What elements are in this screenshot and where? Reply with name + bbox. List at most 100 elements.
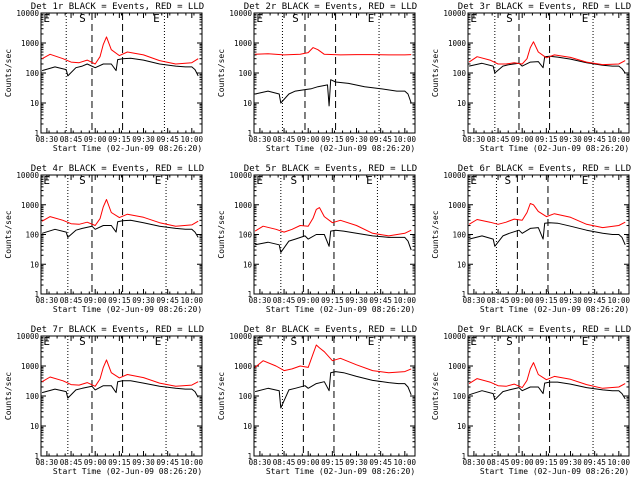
- y-axis-label: Counts/sec: [217, 372, 226, 420]
- x-tick-label: 09:45: [583, 296, 606, 305]
- panel-title: Det 6r BLACK = Events, RED = LLD: [458, 164, 631, 174]
- x-tick-label: 10:00: [394, 458, 417, 467]
- y-tick-label: 1000: [448, 362, 467, 371]
- y-tick-label: 10: [30, 260, 40, 269]
- plot-frame: [467, 12, 630, 134]
- event-marker: E: [582, 335, 589, 348]
- x-tick-label: 09:45: [369, 135, 392, 144]
- panel-det-2: Det 2r BLACK = Events, RED = LLD 1 10 100 10…: [217, 2, 417, 153]
- y-tick-label: 10000: [16, 332, 39, 341]
- panel-det-5: Det 5r BLACK = Events, RED = LLD 1 10 100 10…: [217, 164, 417, 314]
- y-tick-label: 10000: [16, 9, 39, 18]
- x-tick-label: 08:45: [60, 135, 83, 144]
- y-tick-label: 100: [238, 231, 252, 240]
- panel-title: Det 2r BLACK = Events, RED = LLD: [244, 2, 417, 12]
- y-tick-label: 1: [247, 129, 252, 138]
- y-tick-label: 10000: [443, 171, 466, 180]
- x-tick-label: 09:30: [345, 135, 368, 144]
- x-tick-label: 10:00: [181, 135, 204, 144]
- x-tick-label: 09:15: [321, 296, 344, 305]
- panel-title: Det 7r BLACK = Events, RED = LLD: [31, 325, 204, 335]
- plot-frame: [467, 174, 630, 295]
- x-tick-label: 09:15: [535, 135, 558, 144]
- x-tick-label: 10:00: [394, 296, 417, 305]
- lld-series-line: [468, 41, 626, 66]
- y-axis-label: Counts/sec: [431, 210, 440, 258]
- panel-det-4: Det 4r BLACK = Events, RED = LLD 1 10 100 10…: [4, 164, 204, 314]
- event-marker: E: [470, 174, 477, 187]
- x-axis-label: Start Time (02-Jun-09 08:26:20): [480, 467, 629, 476]
- y-tick-label: 1: [34, 290, 39, 299]
- x-tick-label: 09:00: [84, 458, 107, 467]
- y-tick-label: 1: [34, 129, 39, 138]
- x-tick-label: 10:00: [181, 296, 204, 305]
- x-tick-label: 08:30: [463, 135, 486, 144]
- panel-det-1: Det 1r BLACK = Events, RED = LLD 1 10 100 10…: [4, 2, 204, 153]
- event-marker: E: [582, 174, 589, 187]
- x-tick-label: 08:45: [60, 458, 83, 467]
- x-tick-label: 09:15: [108, 458, 131, 467]
- y-tick-label: 100: [238, 69, 252, 78]
- y-tick-label: 100: [238, 392, 252, 401]
- x-tick-label: 09:15: [535, 458, 558, 467]
- events-series-line: [255, 229, 412, 253]
- y-tick-label: 10000: [229, 332, 252, 341]
- y-axis-label: Counts/sec: [431, 372, 440, 420]
- x-tick-label: 09:15: [108, 135, 131, 144]
- x-tick-label: 09:30: [132, 296, 155, 305]
- x-tick-label: 09:15: [108, 296, 131, 305]
- events-series-line: [468, 55, 626, 74]
- event-marker: E: [582, 12, 589, 25]
- x-tick-label: 08:45: [487, 458, 510, 467]
- x-tick-label: 09:00: [297, 458, 320, 467]
- y-axis-label: Counts/sec: [4, 210, 13, 258]
- panel-title: Det 5r BLACK = Events, RED = LLD: [244, 164, 417, 174]
- x-tick-label: 09:30: [132, 458, 155, 467]
- event-marker: E: [256, 12, 263, 25]
- x-tick-label: 08:45: [273, 296, 296, 305]
- y-tick-label: 10: [457, 422, 467, 431]
- lld-series-line: [468, 362, 626, 389]
- y-tick-label: 10: [457, 260, 467, 269]
- x-axis-label: Start Time (02-Jun-09 08:26:20): [53, 467, 202, 476]
- x-tick-label: 10:00: [608, 135, 631, 144]
- x-tick-label: 09:15: [321, 458, 344, 467]
- event-marker: E: [155, 335, 162, 348]
- event-marker: E: [368, 12, 375, 25]
- y-tick-label: 10000: [16, 171, 39, 180]
- x-tick-label: 09:00: [511, 296, 534, 305]
- x-tick-label: 10:00: [608, 458, 631, 467]
- y-tick-label: 10: [457, 99, 467, 108]
- event-marker: S: [290, 335, 297, 348]
- y-tick-label: 1000: [234, 39, 253, 48]
- x-tick-label: 08:30: [463, 458, 486, 467]
- y-tick-label: 1: [34, 452, 39, 461]
- y-tick-label: 1000: [234, 362, 253, 371]
- y-tick-label: 1000: [21, 39, 40, 48]
- panel-det-3: Det 3r BLACK = Events, RED = LLD 1 10 100 10…: [431, 2, 631, 153]
- y-tick-label: 100: [452, 231, 466, 240]
- panel-det-9: Det 9r BLACK = Events, RED = LLD 1 10 100 10…: [431, 325, 631, 476]
- x-tick-label: 09:30: [559, 296, 582, 305]
- event-marker: E: [153, 12, 160, 25]
- x-tick-label: 08:45: [273, 135, 296, 144]
- x-tick-label: 09:00: [84, 135, 107, 144]
- event-marker: S: [79, 335, 86, 348]
- event-marker: S: [292, 12, 299, 25]
- plot-frame: [253, 174, 416, 295]
- y-tick-label: 10: [243, 99, 253, 108]
- y-tick-label: 100: [25, 392, 39, 401]
- x-tick-label: 10:00: [181, 458, 204, 467]
- event-marker: E: [368, 335, 375, 348]
- event-marker: E: [43, 174, 50, 187]
- event-marker: E: [43, 335, 50, 348]
- x-tick-label: 09:00: [511, 458, 534, 467]
- event-marker: S: [290, 174, 297, 187]
- y-axis-label: Counts/sec: [217, 49, 226, 97]
- y-axis-label: Counts/sec: [431, 49, 440, 97]
- x-tick-label: 10:00: [394, 135, 417, 144]
- y-tick-label: 100: [25, 69, 39, 78]
- x-tick-label: 09:45: [369, 296, 392, 305]
- panel-title: Det 4r BLACK = Events, RED = LLD: [31, 164, 204, 174]
